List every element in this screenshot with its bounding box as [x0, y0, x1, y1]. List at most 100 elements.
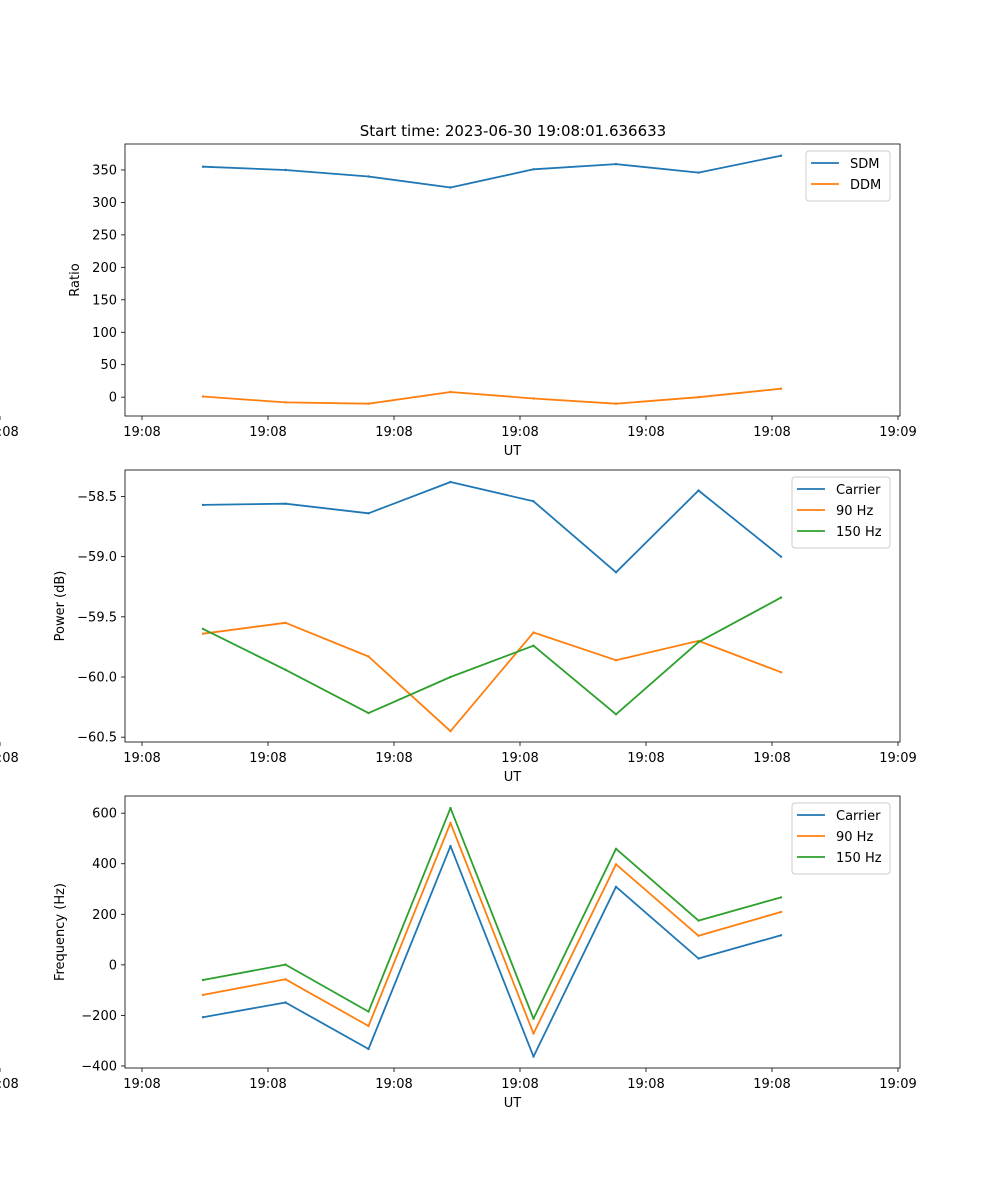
- chart-panel-1: 19:08 19:08 19:08 19:08 19:08 19:08 19:08 19:09…: [0, 143, 917, 459]
- x-tick-label: 19:08: [753, 751, 790, 766]
- data-point: [284, 668, 287, 671]
- x-axis-label: UT: [504, 1096, 522, 1111]
- figure-title: Start time: 2023-06-30 19:08:01.636633: [360, 122, 666, 140]
- data-point: [697, 396, 700, 399]
- x-tick-label: 19:08: [249, 1077, 286, 1092]
- data-point: [779, 154, 783, 157]
- data-point: [201, 632, 205, 635]
- x-axis-label: UT: [504, 770, 522, 785]
- y-tick-label: −60.5: [77, 731, 117, 746]
- data-point: [284, 168, 287, 172]
- series-line-carrier: [202, 481, 782, 574]
- data-point: [367, 512, 370, 515]
- x-tick-label: 19:08: [501, 425, 538, 440]
- data-point: [779, 555, 783, 558]
- data-point: [697, 934, 700, 937]
- chart-panel-3: 19:08 19:08 19:08 19:08 19:08 19:08 19:08 19:09…: [0, 795, 917, 1111]
- y-tick-label: −59.0: [77, 550, 117, 565]
- x-tick-label: 19:09: [879, 751, 916, 766]
- y-axis-label: Power (dB): [53, 571, 68, 642]
- data-point: [532, 168, 535, 171]
- data-point: [779, 934, 783, 937]
- y-tick-label: 350: [92, 163, 117, 178]
- data-point: [449, 390, 452, 394]
- data-point: [284, 978, 287, 981]
- x-tick-label: 19:08: [375, 751, 412, 766]
- y-tick-label: 400: [92, 857, 117, 872]
- data-point: [367, 711, 370, 715]
- legend-label: 150 Hz: [836, 525, 882, 540]
- panels: 19:08 19:08 19:08 19:08 19:08 19:08 19:08 19:09…: [0, 143, 917, 1111]
- x-tick-label: 19:08: [501, 751, 538, 766]
- x-tick-label: 19:09: [879, 1077, 916, 1092]
- data-point: [449, 480, 452, 484]
- legend-label: 90 Hz: [836, 504, 873, 519]
- data-point: [449, 730, 452, 733]
- data-point: [284, 963, 287, 966]
- x-tick-label: 19:09: [879, 425, 916, 440]
- data-point: [449, 844, 452, 848]
- data-point: [367, 655, 370, 658]
- data-point: [367, 402, 370, 405]
- data-point: [614, 885, 618, 888]
- data-point: [779, 910, 783, 914]
- y-tick-label: 200: [92, 908, 117, 923]
- data-point: [201, 627, 205, 631]
- x-tick-label: 19:08: [0, 1077, 19, 1092]
- data-point: [449, 186, 452, 189]
- data-point: [779, 387, 783, 390]
- x-tick-label: 19:08: [627, 1077, 664, 1092]
- y-axis-label: Ratio: [68, 263, 83, 296]
- x-tick-label: 19:08: [627, 425, 664, 440]
- x-tick-label: 19:08: [249, 425, 286, 440]
- legend: Carrier 90 Hz 150 Hz: [791, 476, 891, 549]
- data-point: [201, 993, 205, 997]
- series-line-sdm: [202, 154, 782, 189]
- series-line-90-hz: [202, 621, 782, 733]
- y-tick-label: 150: [92, 293, 117, 308]
- data-point: [284, 401, 287, 404]
- y-tick-label: 0: [109, 958, 117, 973]
- data-point: [367, 1010, 370, 1013]
- legend-label: 90 Hz: [836, 830, 873, 845]
- x-tick-label: 19:08: [627, 751, 664, 766]
- series-line-ddm: [202, 387, 782, 405]
- plot-area-frame: [124, 469, 901, 743]
- y-tick-label: 50: [100, 358, 117, 373]
- data-point: [201, 1016, 205, 1019]
- x-axis-label: UT: [504, 444, 522, 459]
- data-point: [532, 1055, 535, 1058]
- data-point: [614, 402, 618, 405]
- data-point: [532, 631, 535, 634]
- data-point: [614, 571, 618, 574]
- data-point: [201, 395, 205, 398]
- series-line-150-hz: [202, 807, 782, 1020]
- plot-area-frame: [124, 143, 901, 417]
- data-point: [367, 1047, 370, 1051]
- legend: SDM DDM: [805, 150, 891, 202]
- x-tick-label: 19:08: [501, 1077, 538, 1092]
- y-tick-label: 200: [92, 261, 117, 276]
- x-tick-label: 19:08: [753, 425, 790, 440]
- chart-panel-2: 19:08 19:08 19:08 19:08 19:08 19:08 19:08 19:09…: [0, 469, 917, 785]
- x-tick-label: 19:08: [249, 751, 286, 766]
- data-point: [201, 503, 205, 507]
- x-tick-label: 19:08: [0, 425, 19, 440]
- data-point: [284, 502, 287, 505]
- data-point: [614, 847, 618, 850]
- data-point: [614, 659, 618, 662]
- data-point: [449, 821, 452, 825]
- series-line-carrier: [202, 845, 782, 1058]
- plot-area-frame: [124, 795, 901, 1069]
- data-point: [614, 713, 618, 716]
- y-tick-label: −58.5: [77, 490, 117, 505]
- data-point: [367, 175, 370, 178]
- data-point: [449, 806, 452, 810]
- legend-label: Carrier: [836, 809, 881, 824]
- data-point: [201, 165, 205, 168]
- data-point: [201, 978, 205, 982]
- y-tick-label: 250: [92, 228, 117, 243]
- data-point: [697, 919, 700, 922]
- data-point: [697, 489, 700, 492]
